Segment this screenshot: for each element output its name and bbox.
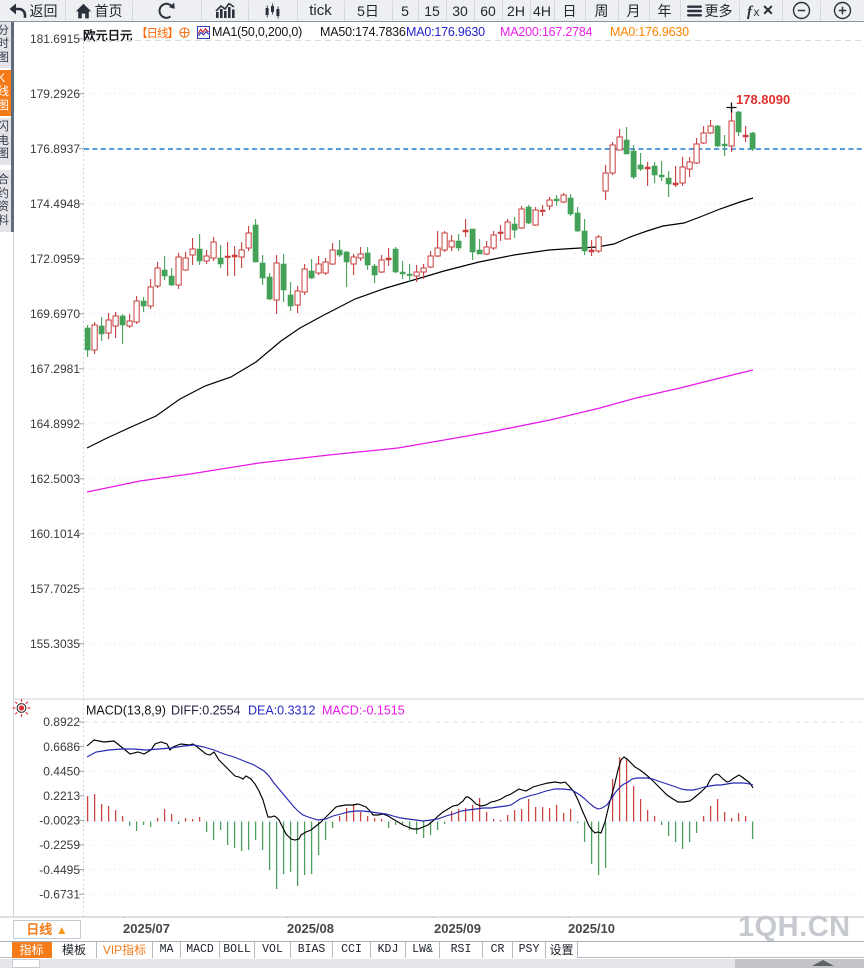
svg-text:-0.4495: -0.4495 [39, 863, 80, 877]
svg-text:178.8090: 178.8090 [736, 92, 790, 107]
svg-text:-0.0023: -0.0023 [39, 814, 80, 828]
svg-text:-0.6731: -0.6731 [39, 887, 80, 901]
svg-text:155.3035: 155.3035 [30, 637, 80, 651]
svg-text:DEA:0.3312: DEA:0.3312 [248, 704, 315, 718]
svg-text:-0.2259: -0.2259 [39, 838, 80, 852]
svg-text:164.8992: 164.8992 [30, 417, 80, 431]
svg-text:172.0959: 172.0959 [30, 252, 80, 266]
svg-text:162.5003: 162.5003 [30, 472, 80, 486]
svg-text:0.8922: 0.8922 [43, 715, 80, 729]
svg-text:157.7025: 157.7025 [30, 582, 80, 596]
svg-text:179.2926: 179.2926 [30, 87, 80, 101]
svg-text:DIFF:0.2554: DIFF:0.2554 [171, 704, 241, 718]
svg-text:174.4948: 174.4948 [30, 197, 80, 211]
svg-text:f: f [747, 4, 754, 19]
svg-text:MACD(13,8,9): MACD(13,8,9) [86, 704, 166, 718]
svg-text:160.1014: 160.1014 [30, 527, 80, 541]
svg-text:167.2981: 167.2981 [30, 362, 80, 376]
svg-text:x: x [754, 5, 760, 19]
svg-text:MACD:-0.1515: MACD:-0.1515 [322, 704, 405, 718]
svg-text:169.6970: 169.6970 [30, 307, 80, 321]
svg-text:181.6915: 181.6915 [30, 32, 80, 46]
svg-text:0.6686: 0.6686 [43, 740, 80, 754]
svg-text:176.8937: 176.8937 [30, 142, 80, 156]
svg-text:0.4450: 0.4450 [43, 764, 80, 778]
svg-text:0.2213: 0.2213 [43, 789, 80, 803]
